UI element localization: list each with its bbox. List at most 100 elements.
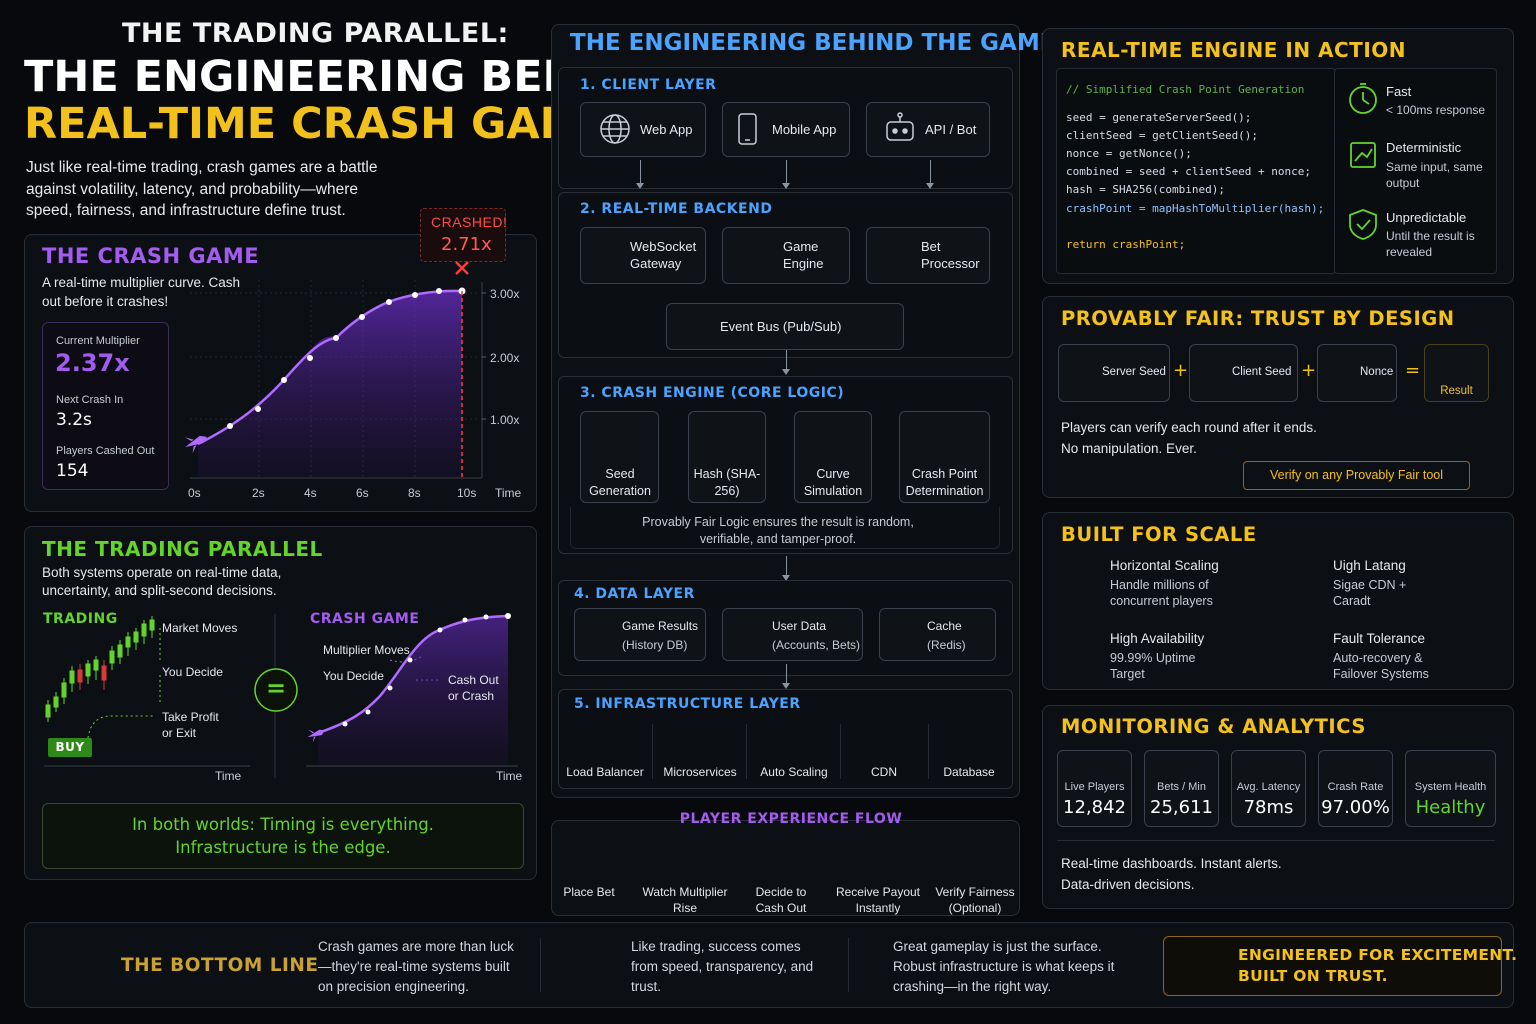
fair-result	[1424, 344, 1489, 402]
scale-availability-sub: 99.99% Uptime Target	[1110, 651, 1196, 681]
metric-value-bets: 25,611	[1150, 797, 1213, 818]
layer3-note: Provably Fair Logic ensures the result i…	[642, 515, 914, 546]
metric-value-players: 12,842	[1063, 797, 1126, 818]
step-crash-point[interactable]	[899, 411, 990, 503]
mobile-app-label: Mobile App	[772, 122, 837, 137]
websocket-gateway[interactable]	[580, 227, 706, 284]
crashed-label: CRASHED!	[431, 214, 508, 230]
code-line-nonce: nonce = getNonce();	[1066, 147, 1192, 160]
cta-line2: BUILT ON TRUST.	[1238, 967, 1388, 985]
infra-microservices: Microservices	[663, 765, 737, 779]
stats-card	[42, 322, 169, 490]
metric-bets	[1144, 750, 1219, 827]
equals-circle	[254, 668, 298, 712]
stat-value-multiplier: 2.37x	[55, 349, 130, 377]
layer3-title: 3. CRASH ENGINE (CORE LOGIC)	[580, 385, 845, 401]
trading-title: THE TRADING PARALLEL	[42, 537, 323, 561]
infra-database: Database	[943, 765, 995, 779]
code-line-hash: hash = SHA256(combined);	[1066, 183, 1225, 196]
note-cash-out: Cash Out or Crash	[448, 673, 499, 703]
web-app-label: Web App	[640, 122, 693, 137]
mini-crash-area	[318, 616, 508, 766]
intro-text: Just like real-time trading, crash games…	[26, 159, 378, 219]
metric-value-latency: 78ms	[1243, 797, 1294, 818]
websocket-label: WebSocket Gateway	[630, 239, 697, 271]
shield-check-icon	[1349, 209, 1377, 240]
curve-label: Curve Simulation	[803, 467, 863, 498]
flow-decide: Decide to Cash Out	[755, 885, 807, 915]
data-user-data[interactable]	[722, 608, 863, 661]
event-bus[interactable]	[666, 303, 904, 350]
x-tick-8: 8s	[408, 486, 421, 500]
verify-button[interactable]: Verify on any Provably Fair tool	[1243, 461, 1470, 490]
scale-latency-sub: Sigae CDN + Caradt	[1333, 578, 1407, 608]
metric-label-players: Live Players	[1064, 781, 1125, 793]
layer3-note-box	[570, 507, 1000, 549]
flow-payout: Receive Payout Instantly	[835, 885, 921, 915]
crash-point-label: Crash Point Determination	[905, 467, 984, 498]
deterministic-icon	[1350, 142, 1376, 168]
banner-line2: Infrastructure is the edge.	[175, 838, 391, 857]
globe-icon	[600, 114, 630, 144]
fair-client-seed	[1189, 344, 1298, 402]
game-results-sub: (History DB)	[622, 638, 688, 652]
scale-availability-title: High Availability	[1110, 631, 1205, 646]
fair-nonce-label: Nonce	[1360, 366, 1394, 378]
fair-server-seed	[1058, 344, 1170, 402]
fair-op-2: +	[1301, 360, 1317, 381]
bottom-col3: Great gameplay is just the surface. Robu…	[893, 939, 1115, 994]
crash-game-title: THE CRASH GAME	[42, 244, 260, 268]
engine-title: REAL-TIME ENGINE IN ACTION	[1061, 38, 1407, 62]
client-mobile-app[interactable]	[722, 102, 850, 157]
cache-sub: (Redis)	[927, 638, 966, 652]
api-bot-label: API / Bot	[925, 122, 977, 137]
feature-fast-title: Fast	[1386, 84, 1412, 99]
feature-fast-sub: < 100ms response	[1386, 103, 1486, 117]
note-multiplier-moves: Multiplier Moves	[323, 643, 410, 657]
time-label-left: Time	[215, 769, 242, 783]
code-line-return: return crashPoint;	[1066, 238, 1186, 251]
scale-fault-sub: Auto-recovery & Failover Systems	[1333, 651, 1429, 681]
stat-label-cashed-out: Players Cashed Out	[56, 445, 155, 457]
bottom-col1: Crash games are more than luck—they're r…	[318, 939, 514, 994]
rocket-icon	[184, 435, 207, 454]
x-tick-4: 4s	[304, 486, 317, 500]
step-hash[interactable]	[688, 411, 766, 503]
y-tick-3: 3.00x	[490, 287, 520, 301]
layer4-title: 4. DATA LAYER	[574, 586, 695, 602]
bet-processor[interactable]	[866, 227, 990, 284]
x-tick-2: 2s	[252, 486, 265, 500]
metric-live-players	[1057, 750, 1132, 827]
fair-title: PROVABLY FAIR: TRUST BY DESIGN	[1061, 307, 1455, 330]
infra-load-balancer: Load Balancer	[566, 765, 644, 779]
cta-box	[1163, 936, 1502, 996]
event-bus-label: Event Bus (Pub/Sub)	[720, 319, 842, 334]
step-curve[interactable]	[794, 411, 872, 503]
crashed-box	[420, 208, 506, 262]
infra-cdn: CDN	[871, 765, 897, 779]
metric-label-bets: Bets / Min	[1157, 781, 1206, 793]
metric-value-health: Healthy	[1415, 797, 1486, 818]
feature-deterministic-sub: Same input, same output	[1386, 160, 1483, 190]
fair-client-label: Client Seed	[1232, 366, 1292, 378]
layer2-title: 2. REAL-TIME BACKEND	[580, 201, 773, 217]
engineering-title: THE ENGINEERING BEHIND THE GAME	[570, 30, 1056, 56]
game-engine[interactable]	[722, 227, 850, 284]
code-line-comment: // Simplified Crash Point Generation	[1066, 83, 1305, 96]
data-game-results[interactable]	[574, 608, 706, 661]
feature-unpredictable-sub: Until the result is revealed	[1386, 229, 1475, 259]
code-line-crash: crashPoint = mapHashToMultiplier(hash);	[1066, 202, 1325, 215]
scale-horizontal-title: Horizontal Scaling	[1110, 558, 1219, 573]
metric-crash-rate	[1318, 750, 1393, 827]
bot-icon	[886, 112, 914, 141]
data-cache[interactable]	[879, 608, 996, 661]
equals-sign: =	[266, 674, 287, 702]
candlestick-chart	[45, 616, 155, 722]
code-box	[1056, 68, 1336, 274]
time-label-right: Time	[496, 769, 523, 783]
metric-latency	[1231, 750, 1306, 827]
curve-points	[227, 287, 466, 429]
step-seed[interactable]	[580, 411, 659, 503]
code-line-seed: seed = generateServerSeed();	[1066, 111, 1252, 124]
